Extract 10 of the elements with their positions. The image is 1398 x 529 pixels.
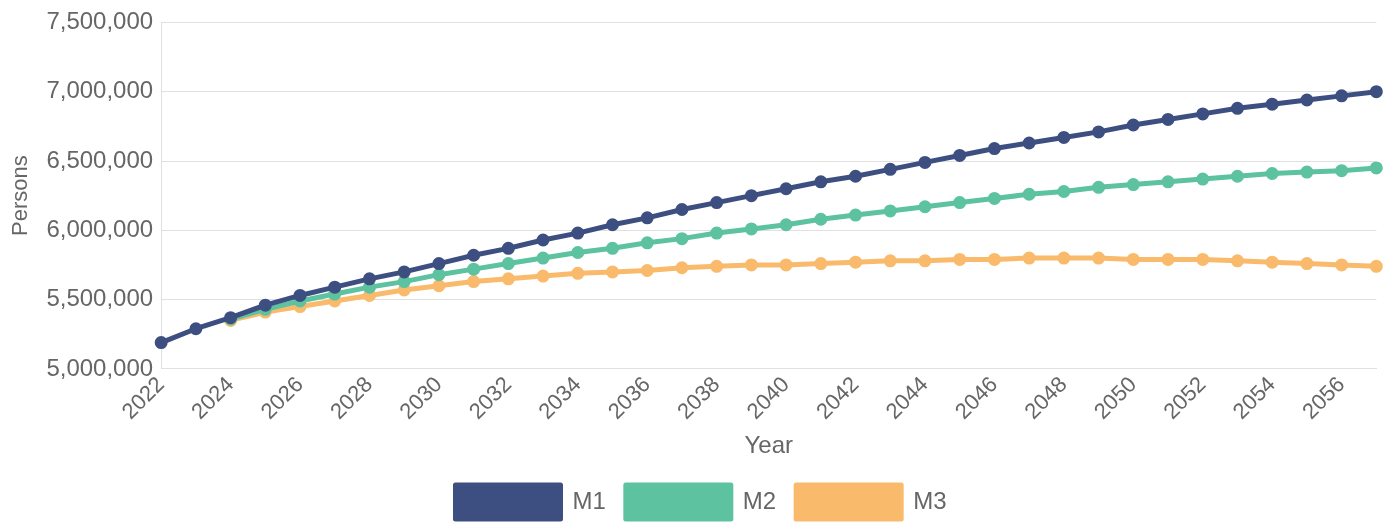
x-axis-title: Year	[744, 431, 793, 459]
legend-label: M1	[572, 486, 606, 514]
y-tick-label: 7,500,000	[46, 7, 154, 35]
y-tick-label: 7,000,000	[46, 76, 154, 104]
y-axis-title: Persons	[7, 155, 33, 237]
y-tick-label: 6,500,000	[46, 145, 154, 173]
y-tick-label: 5,500,000	[46, 284, 154, 312]
y-tick-label: 6,000,000	[46, 214, 154, 242]
legend-label: M3	[913, 486, 947, 514]
legend-label: M2	[742, 486, 777, 514]
